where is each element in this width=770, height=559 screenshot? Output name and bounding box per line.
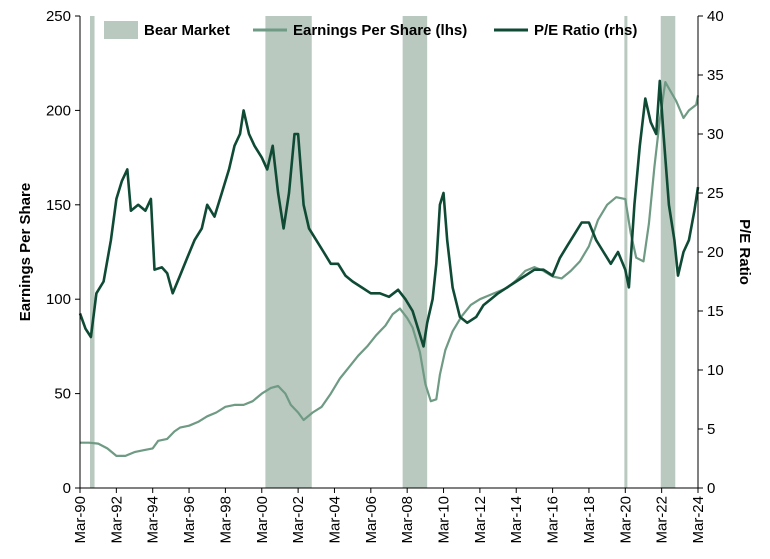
- y-left-tick-label: 50: [54, 386, 71, 403]
- legend: Bear Market Earnings Per Share (lhs) P/E R…: [104, 21, 637, 39]
- y-right-tick-label: 25: [707, 185, 724, 202]
- y-right-tick-label: 30: [707, 126, 724, 143]
- bear-market-band-1: [89, 16, 95, 488]
- x-tick-label: Mar-12: [472, 496, 489, 544]
- x-axis-ticks: Mar-90 Mar-92 Mar-94 Mar-96 Mar-98 Mar-00 Mar-…: [72, 488, 707, 544]
- x-tick-label: Mar-96: [181, 496, 198, 544]
- bear-market-band-4: [624, 16, 628, 488]
- x-tick-label: Mar-06: [363, 496, 380, 544]
- series-lines: [78, 79, 700, 457]
- x-tick-label: Mar-08: [399, 496, 416, 544]
- x-tick-label: Mar-92: [108, 496, 125, 544]
- x-tick-label: Mar-16: [545, 496, 562, 544]
- y-right-tick-label: 5: [707, 421, 715, 438]
- x-tick-label: Mar-10: [436, 496, 453, 544]
- y-right-tick-label: 35: [707, 67, 724, 84]
- axes: [79, 16, 699, 489]
- bear-market-band-3: [402, 16, 428, 488]
- y-left-tick-label: 250: [46, 8, 71, 25]
- y-right-tick-label: 10: [707, 362, 724, 379]
- y-axis-left-label: Earnings Per Share: [17, 183, 34, 321]
- y-left-tick-label: 150: [46, 197, 71, 214]
- legend-swatch-bear-market: [104, 21, 138, 39]
- y-left-tick-label: 200: [46, 102, 71, 119]
- y-left-tick-label: 100: [46, 291, 71, 308]
- pe-ratio-line: [78, 79, 700, 348]
- legend-label: Earnings Per Share (lhs): [293, 22, 467, 39]
- x-tick-label: Mar-94: [145, 496, 162, 544]
- y-right-tick-label: 15: [707, 303, 724, 320]
- x-tick-label: Mar-04: [326, 496, 343, 544]
- y-left-tick-label: 0: [63, 480, 71, 497]
- bear-market-bands: [89, 16, 676, 488]
- x-tick-label: Mar-24: [690, 496, 707, 544]
- y-right-tick-label: 0: [707, 480, 715, 497]
- x-tick-label: Mar-00: [254, 496, 271, 544]
- y-right-tick-label: 20: [707, 244, 724, 261]
- x-tick-label: Mar-22: [654, 496, 671, 544]
- eps-line: [80, 81, 700, 457]
- x-tick-label: Mar-98: [217, 496, 234, 544]
- legend-label: P/E Ratio (rhs): [534, 22, 637, 39]
- right-axis-ticks: 0 5 10 15 20 25 30 35 40: [698, 8, 724, 497]
- x-tick-label: Mar-02: [290, 496, 307, 544]
- x-tick-label: Mar-14: [508, 496, 525, 544]
- x-tick-label: Mar-20: [617, 496, 634, 544]
- x-tick-label: Mar-18: [581, 496, 598, 544]
- legend-label: Bear Market: [144, 22, 230, 39]
- x-tick-label: Mar-90: [72, 496, 89, 544]
- y-right-tick-label: 40: [707, 8, 724, 25]
- left-axis-ticks: 0 50 100 150 200 250: [46, 8, 80, 497]
- bear-market-band-2: [265, 16, 312, 488]
- y-axis-right-label: P/E Ratio: [736, 219, 753, 285]
